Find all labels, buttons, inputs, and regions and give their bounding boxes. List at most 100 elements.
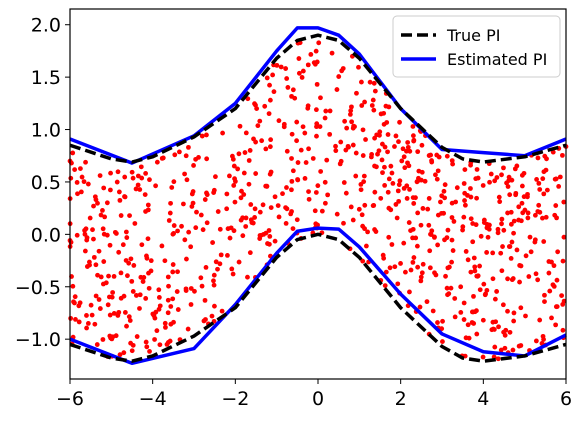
scatter-point [91, 236, 96, 242]
scatter-point [407, 289, 412, 295]
scatter-point [127, 318, 133, 323]
scatter-points [67, 40, 569, 362]
scatter-point [532, 237, 538, 243]
scatter-point [70, 150, 76, 156]
scatter-point [183, 153, 189, 159]
scatter-point [249, 220, 255, 225]
scatter-point [510, 347, 516, 353]
scatter-point [519, 200, 525, 206]
scatter-point [185, 326, 191, 332]
scatter-point [143, 296, 149, 301]
scatter-point [508, 221, 514, 227]
scatter-point [342, 118, 348, 124]
scatter-point [215, 209, 221, 214]
scatter-point [100, 226, 106, 232]
scatter-point [441, 210, 447, 216]
scatter-point [426, 196, 432, 201]
scatter-point [162, 320, 168, 326]
scatter-point [389, 170, 395, 176]
scatter-point [170, 262, 176, 267]
scatter-point [143, 209, 148, 214]
scatter-point [123, 258, 129, 263]
scatter-point [385, 132, 391, 137]
scatter-point [395, 281, 401, 287]
scatter-point [93, 293, 99, 299]
scatter-point [268, 205, 274, 211]
scatter-point [252, 101, 257, 107]
scatter-point [428, 231, 433, 237]
scatter-point [334, 87, 340, 92]
scatter-point [227, 173, 232, 179]
scatter-point [496, 194, 502, 200]
scatter-point [490, 319, 496, 325]
scatter-point [554, 277, 560, 283]
scatter-point [137, 306, 142, 311]
scatter-point [526, 274, 532, 279]
scatter-point [502, 345, 508, 351]
scatter-point [411, 201, 417, 206]
scatter-point [271, 89, 277, 95]
scatter-point [143, 171, 149, 176]
scatter-point [168, 200, 173, 206]
scatter-point [189, 191, 195, 197]
scatter-point [430, 308, 436, 314]
scatter-point [95, 200, 100, 206]
scatter-point [405, 140, 411, 145]
scatter-point [378, 195, 384, 201]
scatter-point [495, 230, 501, 236]
scatter-point [278, 64, 284, 70]
scatter-point [137, 187, 143, 192]
scatter-point [462, 198, 467, 203]
scatter-point [313, 221, 319, 227]
scatter-point [537, 317, 543, 323]
scatter-point [543, 214, 549, 220]
scatter-point [199, 133, 205, 139]
scatter-point [243, 224, 249, 229]
scatter-point [425, 206, 431, 212]
scatter-point [268, 169, 274, 175]
scatter-point [393, 133, 399, 139]
scatter-point [444, 235, 450, 241]
scatter-point [85, 320, 91, 326]
scatter-point [91, 254, 97, 260]
scatter-point [489, 327, 495, 333]
scatter-point [499, 268, 505, 274]
scatter-point [89, 312, 95, 318]
scatter-point [79, 174, 85, 180]
scatter-point [443, 273, 448, 279]
scatter-point [211, 190, 217, 195]
scatter-point [497, 199, 503, 205]
scatter-point [341, 180, 347, 185]
scatter-point [108, 170, 113, 176]
scatter-point [477, 263, 482, 269]
scatter-point [170, 231, 176, 237]
scatter-point [215, 266, 220, 272]
scatter-point [272, 194, 278, 200]
scatter-point [461, 181, 467, 186]
scatter-point [100, 281, 106, 287]
scatter-point [140, 279, 146, 284]
scatter-point [110, 290, 116, 295]
scatter-point [145, 236, 151, 242]
scatter-point [400, 146, 406, 152]
scatter-point [552, 176, 558, 182]
y-tick-label: −0.5 [15, 277, 61, 299]
scatter-point [360, 153, 366, 158]
scatter-point [236, 151, 242, 157]
scatter-point [553, 203, 559, 208]
scatter-point [525, 210, 531, 216]
scatter-point [284, 185, 289, 190]
scatter-point [148, 268, 154, 274]
scatter-point [333, 148, 339, 154]
scatter-point [144, 344, 150, 350]
scatter-point [440, 318, 445, 324]
scatter-point [294, 138, 299, 144]
scatter-point [506, 174, 512, 180]
scatter-point [300, 68, 306, 74]
scatter-point [264, 75, 270, 81]
scatter-point [220, 130, 226, 136]
scatter-point [420, 206, 426, 211]
scatter-point [386, 104, 392, 110]
scatter-point [557, 174, 563, 180]
